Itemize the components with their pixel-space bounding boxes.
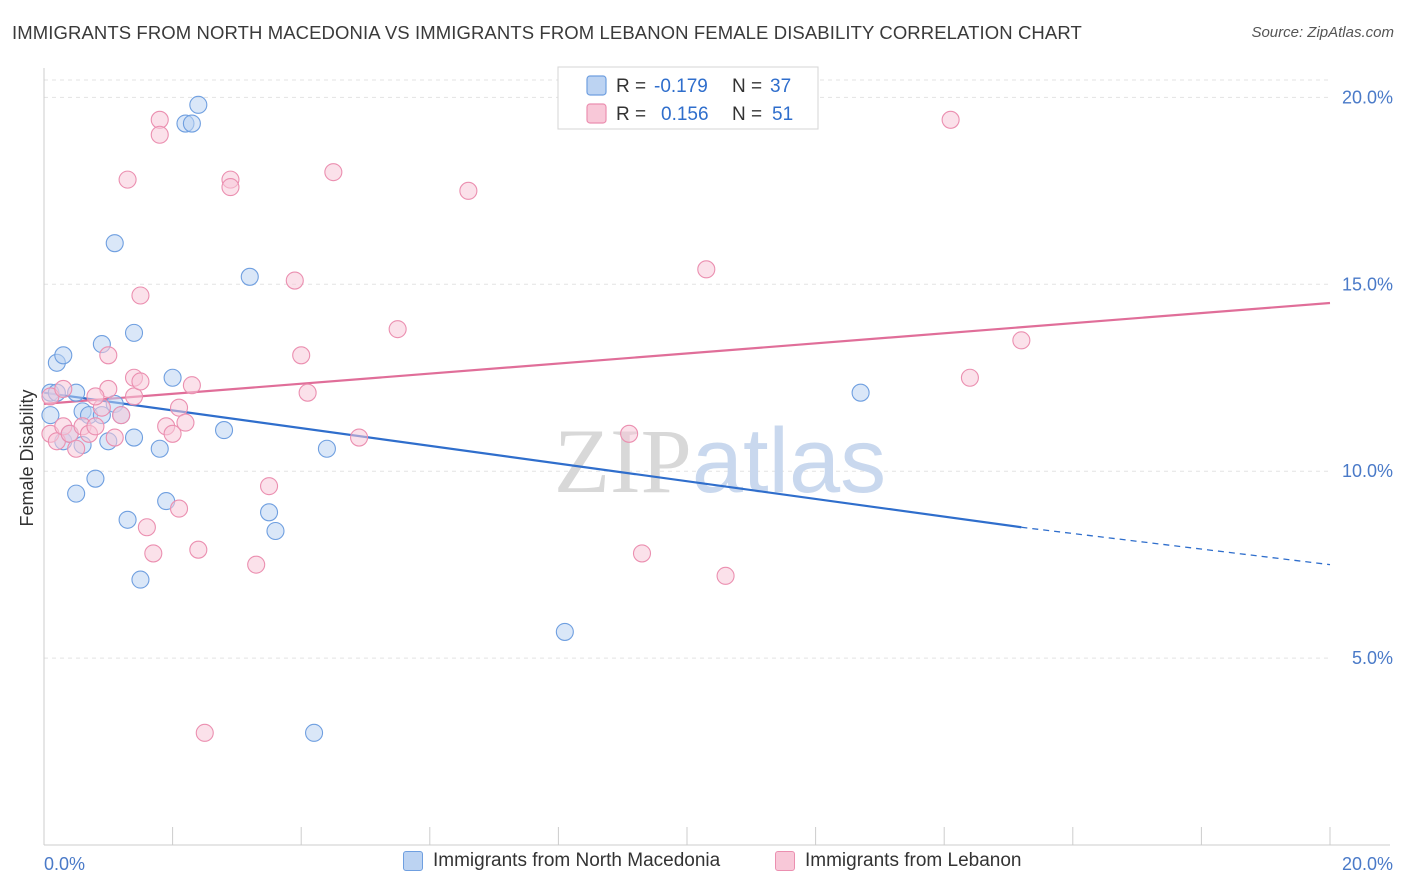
point-lebanon <box>169 398 189 417</box>
y-axis-label: Female Disability <box>17 389 37 526</box>
legend-r-label-1: R = <box>616 76 646 97</box>
point-north-macedonia <box>189 95 208 114</box>
legend-r-value-2: 0.156 <box>661 104 709 125</box>
point-lebanon <box>298 383 317 402</box>
legend-n-label-1: N = <box>732 76 762 97</box>
point-lebanon <box>632 544 652 563</box>
x-tick-label-min: 0.0% <box>44 854 85 874</box>
legend-n-value-1: 37 <box>770 76 791 97</box>
point-north-macedonia <box>266 521 285 541</box>
point-lebanon <box>131 286 150 305</box>
point-lebanon <box>86 417 105 436</box>
point-north-macedonia <box>305 723 324 742</box>
point-lebanon <box>144 544 163 563</box>
point-north-macedonia <box>67 484 86 503</box>
point-north-macedonia <box>259 503 279 522</box>
legend-swatch-lebanon <box>775 851 795 871</box>
point-lebanon <box>86 387 105 406</box>
point-north-macedonia <box>124 323 144 342</box>
point-north-macedonia <box>163 368 182 387</box>
legend-r-value-1: -0.179 <box>654 76 708 97</box>
watermark: ZIPatlas <box>554 410 886 512</box>
point-lebanon <box>388 320 407 339</box>
point-north-macedonia <box>131 570 150 589</box>
tick-labels: 5.0% 10.0% 15.0% 20.0% 0.0% 20.0% <box>44 87 1393 874</box>
trend-line-1 <box>43 301 1331 406</box>
point-lebanon <box>124 387 144 406</box>
point-lebanon <box>620 424 639 443</box>
point-lebanon <box>941 110 960 129</box>
stats-legend: R = -0.179 N = 37 R = 0.156 N = 51 <box>557 66 819 130</box>
point-lebanon <box>960 368 979 387</box>
y-tick-label: 20.0% <box>1342 87 1393 107</box>
point-lebanon <box>137 518 156 537</box>
point-north-macedonia <box>317 439 336 458</box>
legend-label-north-macedonia: Immigrants from North Macedonia <box>433 850 721 871</box>
trend-line-extension-0 <box>1021 526 1331 566</box>
point-north-macedonia <box>214 421 234 440</box>
point-north-macedonia <box>182 114 201 133</box>
point-north-macedonia <box>86 469 105 488</box>
point-lebanon <box>716 566 735 585</box>
source-label: Source: ZipAtlas.com <box>1251 24 1394 41</box>
x-tick-label-max: 20.0% <box>1342 854 1393 874</box>
trend-line-0 <box>43 391 1022 529</box>
point-lebanon <box>285 271 304 290</box>
point-north-macedonia <box>124 428 144 447</box>
point-north-macedonia <box>105 234 124 253</box>
legend-n-value-2: 51 <box>772 104 793 125</box>
point-lebanon <box>112 406 131 425</box>
legend-swatch-pink <box>586 103 607 124</box>
point-north-macedonia <box>240 267 259 286</box>
legend-label-lebanon: Immigrants from Lebanon <box>805 850 1022 871</box>
data-points <box>41 95 1031 742</box>
point-north-macedonia <box>851 383 870 402</box>
point-lebanon <box>150 125 169 144</box>
point-lebanon <box>1012 331 1031 350</box>
point-lebanon <box>105 428 124 447</box>
point-lebanon <box>247 555 266 574</box>
point-lebanon <box>67 439 86 458</box>
point-lebanon <box>176 413 195 432</box>
point-lebanon <box>292 346 311 365</box>
legend-swatch-blue <box>586 75 607 96</box>
legend-swatch-north-macedonia <box>403 851 423 871</box>
legend-r-label-2: R = <box>616 104 646 125</box>
point-lebanon <box>697 260 716 279</box>
point-lebanon <box>259 477 279 496</box>
point-lebanon <box>324 163 343 182</box>
legend-n-label-2: N = <box>732 104 762 125</box>
point-lebanon <box>350 428 369 447</box>
point-north-macedonia <box>54 346 73 365</box>
y-tick-label: 10.0% <box>1342 461 1393 481</box>
grid-lines <box>44 79 1330 659</box>
point-lebanon <box>54 379 73 399</box>
point-lebanon <box>195 723 214 742</box>
point-lebanon <box>221 178 240 197</box>
point-lebanon <box>99 346 118 365</box>
chart-title: IMMIGRANTS FROM NORTH MACEDONIA VS IMMIG… <box>12 22 1082 43</box>
point-lebanon <box>182 376 201 395</box>
legend-item-lebanon: Immigrants from Lebanon <box>775 850 1022 872</box>
y-tick-label: 5.0% <box>1352 648 1393 668</box>
series-legend: Immigrants from North Macedonia Immigran… <box>0 850 1406 880</box>
point-north-macedonia <box>150 439 169 458</box>
point-lebanon <box>118 170 137 189</box>
point-lebanon <box>163 424 182 443</box>
legend-item-north-macedonia: Immigrants from North Macedonia <box>403 850 720 872</box>
point-north-macedonia <box>118 510 137 529</box>
point-lebanon <box>169 499 189 518</box>
point-lebanon <box>459 181 478 200</box>
y-tick-label: 15.0% <box>1342 274 1393 294</box>
axes <box>43 68 1390 846</box>
trend-lines <box>43 301 1331 566</box>
point-north-macedonia <box>41 406 60 425</box>
point-lebanon <box>131 372 150 391</box>
point-north-macedonia <box>555 622 574 641</box>
point-lebanon <box>189 540 208 559</box>
